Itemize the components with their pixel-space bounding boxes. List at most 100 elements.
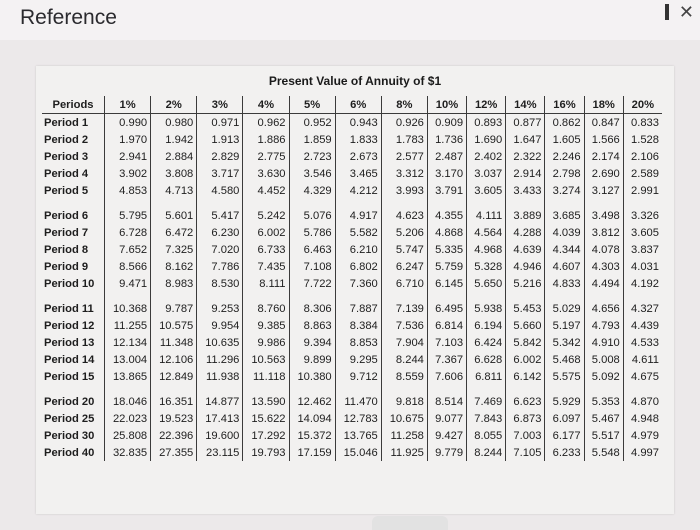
table-cell: 0.962 [242, 113, 290, 131]
table-cell: 3.837 [631, 243, 659, 256]
table-cell: 5.575 [544, 368, 585, 385]
table-cell: 6.728 [104, 224, 152, 241]
table-row: Period 8 7.652 7.325 7.020 6.733 6.463 6.210 5.… [42, 241, 662, 258]
table-cell: 3.902 [104, 165, 152, 182]
spacer-cell [466, 199, 507, 207]
header-rate: 5% [289, 96, 336, 114]
table-cell: 3.433 [505, 182, 546, 199]
table-cell: 4.946 [505, 258, 546, 275]
table-cell: 12.849 [150, 368, 198, 385]
table-cell: 4.344 [544, 241, 585, 258]
spacer-cell [427, 199, 468, 207]
table-cell: 5.786 [289, 224, 336, 241]
table-cell: 8.530 [196, 275, 244, 292]
spacer-cell [289, 385, 336, 393]
table-cell: 14.094 [289, 410, 336, 427]
table-cell: 27.355 [150, 444, 198, 461]
spacer-cell [196, 199, 244, 207]
table-cell: 3.605 [466, 182, 507, 199]
table-cell: 4.580 [196, 182, 244, 199]
table-cell: 2.884 [150, 148, 198, 165]
table-cell: 5.517 [584, 427, 624, 444]
table-cell: 15.046 [335, 444, 382, 461]
table-cell: 5.008 [584, 351, 624, 368]
table-cell: 3.546 [289, 165, 336, 182]
table-cell: 6.495 [427, 300, 468, 317]
table-cell: 1.886 [242, 131, 290, 148]
table-cell: 0.862 [544, 113, 585, 131]
table-cell: 3.717 [196, 165, 244, 182]
table-cell: 4.997 [631, 446, 659, 459]
row-label: Period 10 [42, 275, 106, 292]
minimize-icon[interactable] [664, 4, 669, 20]
table-cell: 2.829 [196, 148, 244, 165]
table-cell: 5.929 [544, 393, 585, 410]
table-cell: 3.465 [335, 165, 382, 182]
group-spacer [42, 292, 662, 300]
table-cell: 32.835 [104, 444, 152, 461]
table-cell: 4.607 [544, 258, 585, 275]
table-cell: 5.468 [544, 351, 585, 368]
table-row: Period 2 1.970 1.942 1.913 1.886 1.859 1.833 1.… [42, 131, 662, 148]
table-cell: 0.877 [505, 113, 546, 131]
spacer-cell [544, 199, 585, 207]
table-cell: 11.348 [150, 334, 198, 351]
table-cell: 4.564 [466, 224, 507, 241]
table-cell: 7.652 [104, 241, 152, 258]
row-label: Period 5 [42, 182, 106, 199]
table-cell: 1.913 [196, 131, 244, 148]
table-cell: 11.938 [196, 368, 244, 385]
table-cell: 4.494 [584, 275, 624, 292]
table-cell: 4.713 [150, 182, 198, 199]
table-cell: 4.212 [335, 182, 382, 199]
header-rate: 18% [584, 96, 624, 114]
table-cell: 6.230 [196, 224, 244, 241]
table-cell: 3.630 [242, 165, 290, 182]
table-cell: 4.355 [427, 207, 468, 224]
table-row: Period 40 32.835 27.355 23.115 19.793 17.159 1… [42, 444, 662, 461]
table-cell: 7.786 [196, 258, 244, 275]
spacer-cell [150, 292, 198, 300]
table-cell: 13.590 [242, 393, 290, 410]
table-cell: 19.523 [150, 410, 198, 427]
header-rate: 3% [196, 96, 244, 114]
table-cell: 3.127 [584, 182, 624, 199]
table-cell: 4.979 [631, 429, 659, 442]
table-cell: 6.145 [427, 275, 468, 292]
table-cell: 2.673 [335, 148, 382, 165]
table-cell: 5.417 [196, 207, 244, 224]
table-cell: 5.206 [381, 224, 428, 241]
row-label: Period 8 [42, 241, 106, 258]
table-cell: 7.003 [505, 427, 546, 444]
spacer-cell [42, 199, 106, 207]
table-cell: 3.605 [631, 226, 659, 239]
table-cell: 4.111 [466, 207, 507, 224]
table-header-row: Periods 1% 2% 3% 4% 5% 6% 8% 10% 12% 14% 16% 18% 20% [42, 96, 662, 114]
window-title: Reference [20, 6, 117, 29]
row-label: Period 12 [42, 317, 106, 334]
table-cell: 4.078 [584, 241, 624, 258]
spacer-cell [289, 292, 336, 300]
table-cell: 9.471 [104, 275, 152, 292]
table-cell: 5.197 [544, 317, 585, 334]
table-cell: 0.909 [427, 113, 468, 131]
row-label: Period 11 [42, 300, 106, 317]
table-cell: 3.498 [584, 207, 624, 224]
group-spacer [42, 199, 662, 207]
spacer-cell [466, 292, 507, 300]
table-cell: 9.787 [150, 300, 198, 317]
table-cell: 19.793 [242, 444, 290, 461]
close-icon[interactable]: ✕ [678, 2, 694, 22]
table-cell: 12.783 [335, 410, 382, 427]
table-cell: 9.779 [427, 444, 468, 461]
table-cell: 6.002 [242, 224, 290, 241]
table-cell: 6.233 [544, 444, 585, 461]
table-cell: 8.162 [150, 258, 198, 275]
table-cell: 4.639 [505, 241, 546, 258]
header-rate: 2% [150, 96, 198, 114]
table-cell: 5.242 [242, 207, 290, 224]
table-cell: 1.647 [505, 131, 546, 148]
table-cell: 5.759 [427, 258, 468, 275]
bottom-tab-button[interactable] [372, 516, 448, 530]
table-cell: 4.533 [631, 336, 659, 349]
